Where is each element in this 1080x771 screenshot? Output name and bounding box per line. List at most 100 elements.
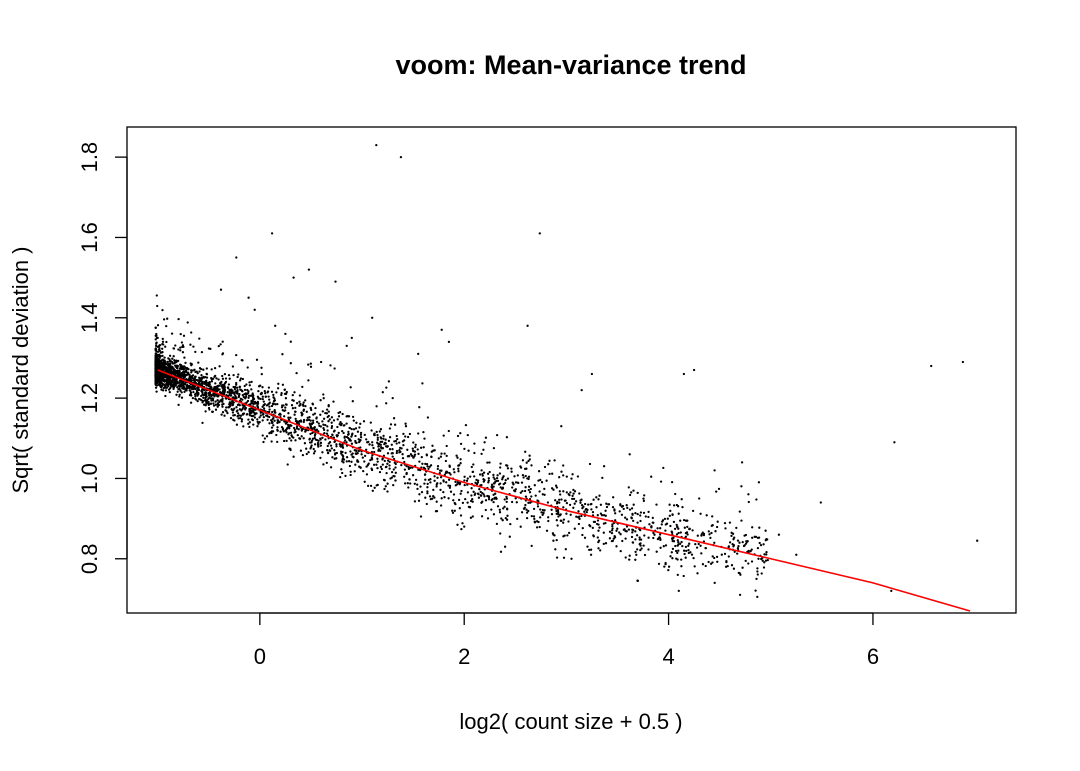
- scatter-point: [565, 491, 568, 494]
- scatter-point: [471, 497, 474, 501]
- scatter-point: [261, 386, 264, 389]
- scatter-point: [588, 548, 591, 552]
- scatter-point: [326, 444, 329, 448]
- scatter-point: [381, 447, 385, 450]
- scatter-point: [201, 390, 204, 393]
- scatter-point: [623, 528, 626, 531]
- scatter-point: [171, 362, 174, 365]
- scatter-point: [466, 433, 469, 437]
- scatter-point: [631, 531, 634, 534]
- scatter-point: [480, 515, 484, 518]
- scatter-point: [190, 331, 193, 334]
- scatter-point: [358, 426, 361, 429]
- scatter-point: [538, 232, 541, 235]
- scatter-point: [379, 443, 382, 446]
- scatter-point: [236, 375, 239, 379]
- scatter-point: [547, 516, 550, 519]
- scatter-point: [284, 428, 288, 432]
- scatter-point: [675, 533, 679, 536]
- scatter-point: [492, 473, 495, 477]
- scatter-point: [292, 455, 295, 458]
- scatter-point: [235, 353, 238, 357]
- scatter-point: [555, 486, 559, 489]
- scatter-point: [259, 397, 262, 401]
- scatter-point: [681, 544, 684, 548]
- y-tick-label: 1.4: [77, 302, 102, 333]
- scatter-point: [456, 456, 459, 459]
- scatter-point: [179, 332, 182, 336]
- scatter-point: [395, 451, 398, 455]
- scatter-point: [379, 445, 383, 449]
- scatter-point: [605, 502, 608, 505]
- scatter-point: [176, 386, 179, 389]
- scatter-point: [271, 417, 274, 421]
- scatter-point: [227, 373, 231, 377]
- scatter-point: [558, 490, 561, 493]
- scatter-point: [554, 499, 557, 502]
- scatter-point: [330, 425, 334, 428]
- scatter-point: [426, 486, 429, 489]
- scatter-point: [687, 544, 690, 547]
- scatter-point: [500, 517, 503, 520]
- scatter-point: [762, 566, 766, 569]
- scatter-point: [567, 520, 570, 523]
- scatter-point: [631, 541, 635, 544]
- scatter-point: [436, 476, 439, 479]
- scatter-point: [463, 483, 466, 487]
- scatter-point: [247, 391, 250, 395]
- scatter-point: [431, 497, 434, 500]
- scatter-point: [444, 459, 448, 463]
- scatter-point: [402, 443, 405, 447]
- scatter-point: [341, 446, 345, 449]
- scatter-point: [439, 455, 443, 458]
- scatter-point: [298, 400, 301, 403]
- scatter-point: [673, 527, 677, 531]
- scatter-point: [667, 568, 670, 572]
- scatter-point: [218, 381, 222, 385]
- scatter-point: [338, 422, 341, 426]
- scatter-point: [209, 347, 212, 351]
- scatter-point: [322, 463, 325, 466]
- scatter-point: [481, 474, 484, 477]
- scatter-point: [284, 406, 287, 409]
- scatter-point: [893, 441, 896, 444]
- scatter-point: [431, 444, 434, 447]
- scatter-point: [228, 389, 231, 393]
- scatter-point: [747, 562, 750, 565]
- scatter-point: [241, 398, 244, 401]
- scatter-point: [614, 519, 617, 522]
- scatter-point: [332, 430, 336, 433]
- scatter-point: [556, 524, 559, 527]
- scatter-point: [642, 499, 646, 503]
- scatter-point: [194, 397, 197, 400]
- scatter-point: [682, 549, 686, 552]
- scatter-point: [223, 372, 227, 376]
- scatter-point: [530, 514, 533, 518]
- scatter-point: [348, 426, 351, 430]
- scatter-point: [255, 358, 259, 361]
- scatter-point: [643, 534, 646, 537]
- scatter-point: [239, 377, 243, 380]
- scatter-point: [699, 512, 702, 515]
- scatter-point: [189, 385, 192, 389]
- scatter-point: [546, 501, 550, 504]
- scatter-point: [671, 513, 674, 516]
- scatter-point: [161, 347, 164, 350]
- scatter-point: [630, 516, 633, 519]
- scatter-point: [170, 367, 173, 370]
- scatter-point: [331, 456, 334, 459]
- scatter-point: [460, 527, 463, 531]
- scatter-point: [449, 490, 453, 493]
- scatter-point: [474, 492, 477, 495]
- scatter-point: [217, 403, 221, 407]
- scatter-point: [327, 420, 330, 423]
- scatter-point: [408, 432, 412, 436]
- scatter-point: [354, 427, 358, 430]
- scatter-point: [596, 536, 599, 539]
- scatter-point: [293, 428, 297, 432]
- scatter-point: [539, 516, 542, 519]
- scatter-point: [562, 535, 565, 538]
- scatter-point: [469, 516, 473, 519]
- scatter-point: [672, 520, 676, 524]
- scatter-point: [163, 361, 166, 365]
